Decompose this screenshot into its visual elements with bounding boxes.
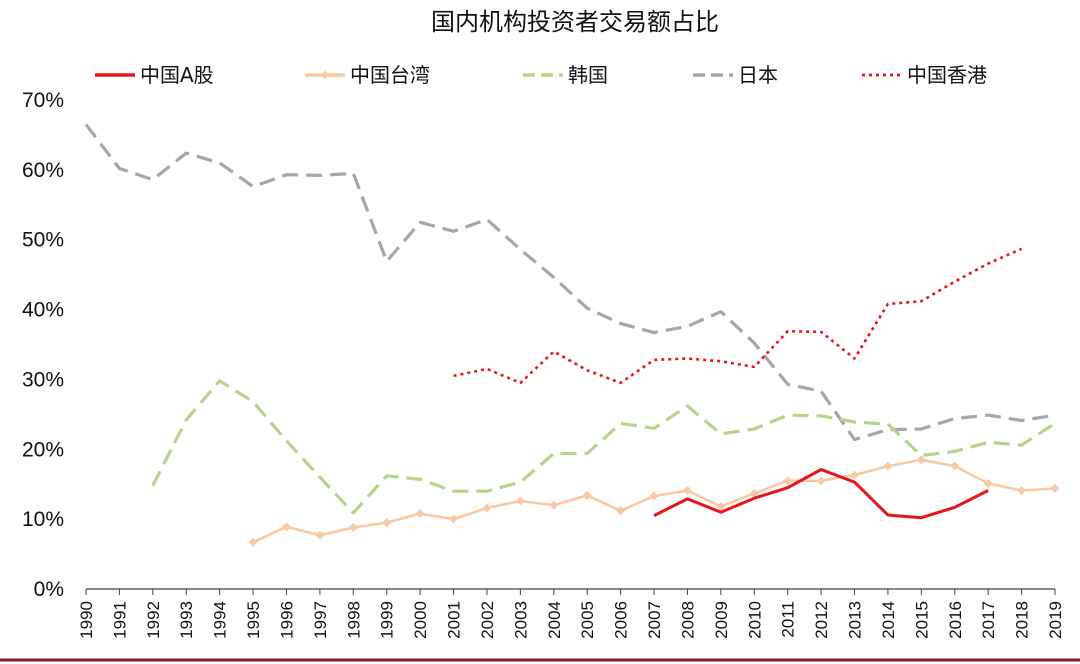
x-tick-label: 1995 — [244, 601, 263, 639]
data-point — [649, 491, 659, 501]
x-tick-label: 1999 — [378, 601, 397, 639]
x-tick-label: 1991 — [110, 601, 129, 639]
data-point — [950, 461, 960, 471]
x-tick-label: 1997 — [311, 601, 330, 639]
x-tick-label: 2001 — [445, 601, 464, 639]
x-tick-label: 1994 — [211, 601, 230, 639]
data-point — [348, 523, 358, 533]
data-point — [382, 518, 392, 528]
x-tick-label: 2015 — [912, 601, 931, 639]
series-line — [151, 379, 1056, 515]
data-point — [315, 530, 325, 540]
data-point — [1050, 483, 1060, 493]
x-tick-label: 2013 — [846, 601, 865, 639]
data-point — [415, 509, 425, 519]
x-tick-label: 2005 — [578, 601, 597, 639]
series-4 — [453, 247, 1023, 385]
y-tick-label: 70% — [22, 89, 64, 112]
x-tick-label: 1990 — [77, 601, 96, 639]
legend: 中国A股 中国台湾 韩国 日本 中国香港 — [95, 63, 987, 87]
data-point — [816, 476, 826, 486]
x-tick-label: 2018 — [1013, 601, 1032, 639]
data-point — [248, 537, 258, 547]
series-line — [252, 458, 1056, 544]
legend-marker — [320, 70, 330, 80]
x-tick-label: 2003 — [511, 601, 530, 639]
data-point — [850, 470, 860, 480]
x-tick-label: 2009 — [712, 601, 731, 639]
x-tick-label: 2011 — [779, 601, 798, 638]
x-tick-label: 1998 — [344, 601, 363, 639]
y-tick-label: 20% — [22, 438, 64, 461]
data-point — [582, 490, 592, 500]
data-point — [883, 461, 893, 471]
axes: 0% 10% 20% 30% 40% 50% 60% 70% 1990 1991 1992 1993 1… — [22, 89, 1065, 639]
series-layer — [84, 123, 1060, 547]
data-point — [449, 514, 459, 524]
x-tick-label: 2006 — [612, 601, 631, 639]
data-point — [482, 503, 492, 513]
data-point — [983, 479, 993, 489]
x-tick-label: 2008 — [678, 601, 697, 639]
x-tick-label: 2017 — [979, 601, 998, 639]
data-point — [616, 506, 626, 516]
series-0 — [653, 468, 989, 520]
y-tick-label: 0% — [34, 578, 64, 601]
series-2 — [151, 379, 1056, 515]
data-point — [783, 476, 793, 486]
x-tick-label: 2002 — [478, 601, 497, 639]
data-point — [916, 455, 926, 465]
data-point — [716, 502, 726, 512]
x-tick-label: 2014 — [879, 601, 898, 639]
x-tick-label: 1993 — [177, 601, 196, 639]
data-point — [682, 486, 692, 496]
data-point — [749, 488, 759, 498]
data-point — [549, 500, 559, 510]
x-tick-label: 2019 — [1046, 601, 1065, 639]
x-tick-label: 1992 — [144, 601, 163, 639]
legend-label: 中国A股 — [140, 63, 214, 87]
y-tick-label: 60% — [22, 159, 64, 182]
x-tick-label: 2016 — [946, 601, 965, 639]
x-tick-label: 2004 — [545, 601, 564, 639]
x-tick-label: 2012 — [812, 601, 831, 639]
y-tick-label: 40% — [22, 299, 64, 322]
x-tick-label: 1996 — [277, 601, 296, 639]
series-line — [453, 247, 1023, 385]
series-line — [84, 123, 1056, 442]
y-tick-label: 30% — [22, 368, 64, 391]
legend-label: 韩国 — [568, 63, 608, 87]
data-point — [281, 522, 291, 532]
y-tick-label: 10% — [22, 508, 64, 531]
x-tick-label: 2010 — [745, 601, 764, 639]
chart-title: 国内机构投资者交易额占比 — [431, 8, 719, 36]
x-tick-label: 2000 — [411, 601, 430, 639]
series-1 — [248, 455, 1060, 547]
legend-label: 日本 — [738, 63, 778, 87]
series-line — [653, 468, 989, 520]
y-tick-label: 50% — [22, 229, 64, 252]
legend-label: 中国台湾 — [350, 63, 430, 87]
data-point — [1017, 486, 1027, 496]
data-point — [515, 496, 525, 506]
series-3 — [84, 123, 1056, 442]
legend-label: 中国香港 — [907, 63, 987, 87]
x-tick-label: 2007 — [645, 601, 664, 639]
